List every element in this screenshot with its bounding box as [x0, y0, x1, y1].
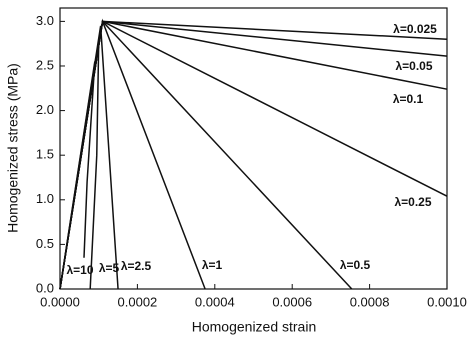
series-label: λ=1	[202, 258, 223, 272]
series-label: λ=0.025	[393, 22, 437, 36]
series-label: λ=0.05	[395, 59, 432, 73]
x-tick-label: 0.0010	[427, 294, 467, 309]
y-tick-label: 1.5	[36, 147, 54, 162]
y-tick-label: 1.0	[36, 191, 54, 206]
y-tick-label: 0.5	[36, 236, 54, 251]
y-tick-label: 3.0	[36, 13, 54, 28]
y-tick-label: 0.0	[36, 280, 54, 295]
x-tick-label: 0.0000	[40, 294, 80, 309]
y-axis-label: Homogenized stress (MPa)	[5, 63, 21, 233]
y-tick-label: 2.0	[36, 102, 54, 117]
series-label: λ=2.5	[121, 259, 152, 273]
series-label: λ=5	[99, 261, 120, 275]
series-label: λ=0.25	[394, 195, 431, 209]
plot-frame	[59, 7, 448, 290]
y-tick-label: 2.5	[36, 57, 54, 72]
x-tick-label: 0.0004	[195, 294, 235, 309]
series-label: λ=0.5	[340, 258, 371, 272]
x-axis-label: Homogenized strain	[192, 319, 317, 335]
x-tick-label: 0.0008	[350, 294, 390, 309]
x-tick-label: 0.0002	[118, 294, 158, 309]
x-tick-label: 0.0006	[272, 294, 312, 309]
series-label: λ=0.1	[393, 92, 424, 106]
series-label: λ=10	[66, 263, 93, 277]
series-line	[59, 61, 96, 290]
